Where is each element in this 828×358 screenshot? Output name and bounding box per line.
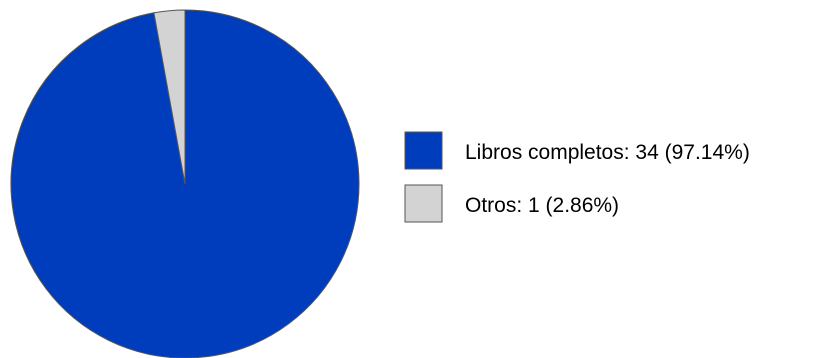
legend-item-libros-completos: Libros completos: 34 (97.14%) (404, 131, 750, 170)
legend: Libros completos: 34 (97.14%) Otros: 1 (… (404, 131, 750, 223)
pie-slice-otros (153, 9, 186, 185)
legend-label-otros: Otros: 1 (2.86%) (465, 194, 619, 217)
legend-item-otros: Otros: 1 (2.86%) (404, 184, 619, 223)
legend-swatch-otros (404, 184, 443, 223)
legend-label-libros-completos: Libros completos: 34 (97.14%) (465, 141, 750, 164)
pie-slices (10, 9, 360, 358)
legend-swatch-libros-completos (404, 131, 443, 170)
